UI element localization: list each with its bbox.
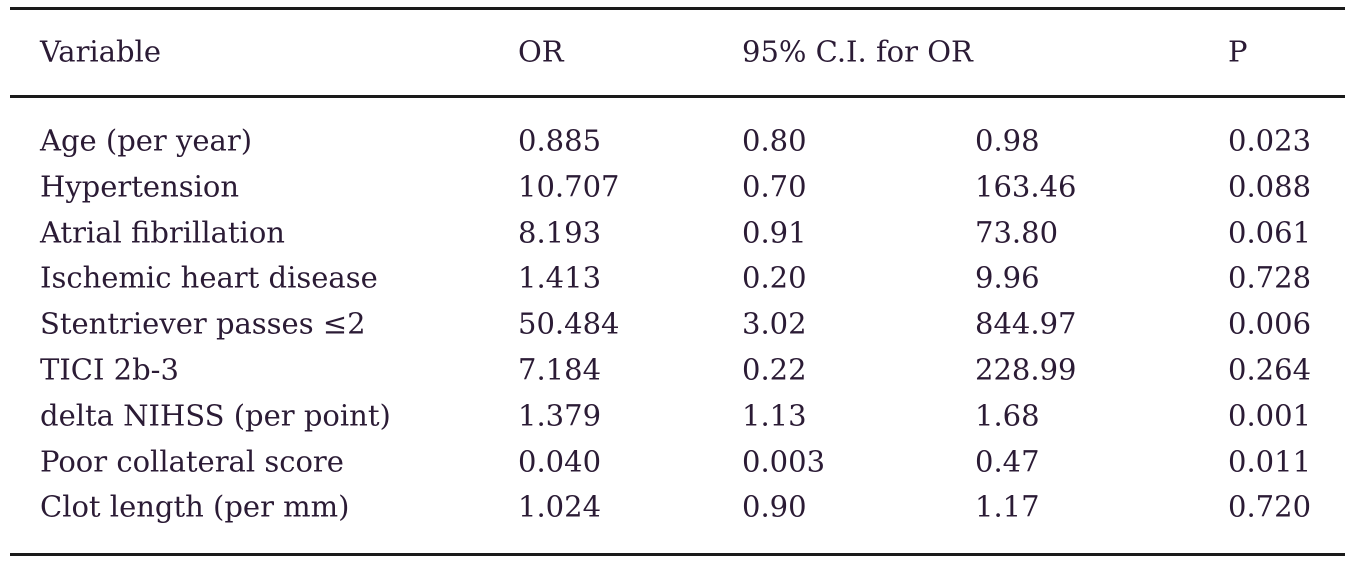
row-cell: 8.193 bbox=[518, 215, 602, 250]
row-label: Atrial fibrillation bbox=[40, 215, 285, 250]
row-cell: 1.68 bbox=[975, 398, 1040, 433]
row-cell: 0.20 bbox=[742, 260, 807, 295]
row-label: delta NIHSS (per point) bbox=[40, 398, 391, 433]
row-cell: 0.91 bbox=[742, 215, 807, 250]
row-cell: 0.006 bbox=[1228, 306, 1312, 341]
row-cell: 0.023 bbox=[1228, 123, 1312, 158]
header-cell: P bbox=[1228, 34, 1248, 69]
row-cell: 0.088 bbox=[1228, 169, 1312, 204]
row-cell: 50.484 bbox=[518, 306, 620, 341]
row-cell: 9.96 bbox=[975, 260, 1040, 295]
bottom-rule bbox=[10, 553, 1345, 556]
row-cell: 73.80 bbox=[975, 215, 1059, 250]
header-cell: Variable bbox=[40, 34, 161, 69]
top-rule bbox=[10, 7, 1345, 10]
row-cell: 3.02 bbox=[742, 306, 807, 341]
row-cell: 1.024 bbox=[518, 489, 602, 524]
row-cell: 0.80 bbox=[742, 123, 807, 158]
row-cell: 0.061 bbox=[1228, 215, 1312, 250]
row-cell: 0.040 bbox=[518, 444, 602, 479]
row-cell: 0.98 bbox=[975, 123, 1040, 158]
row-cell: 0.264 bbox=[1228, 352, 1312, 387]
row-cell: 0.70 bbox=[742, 169, 807, 204]
row-cell: 10.707 bbox=[518, 169, 620, 204]
row-label: Hypertension bbox=[40, 169, 240, 204]
row-label: Age (per year) bbox=[40, 123, 253, 158]
header-cell: 95% C.I. for OR bbox=[742, 34, 973, 69]
row-label: Poor collateral score bbox=[40, 444, 344, 479]
row-cell: 844.97 bbox=[975, 306, 1077, 341]
row-label: Stentriever passes ≤2 bbox=[40, 306, 366, 341]
row-cell: 0.90 bbox=[742, 489, 807, 524]
row-cell: 228.99 bbox=[975, 352, 1077, 387]
row-cell: 0.001 bbox=[1228, 398, 1312, 433]
row-cell: 1.379 bbox=[518, 398, 602, 433]
row-cell: 0.728 bbox=[1228, 260, 1312, 295]
row-cell: 1.413 bbox=[518, 260, 602, 295]
row-cell: 1.13 bbox=[742, 398, 807, 433]
row-cell: 0.003 bbox=[742, 444, 826, 479]
row-label: Ischemic heart disease bbox=[40, 260, 378, 295]
row-cell: 0.011 bbox=[1228, 444, 1312, 479]
row-cell: 7.184 bbox=[518, 352, 602, 387]
header-cell: OR bbox=[518, 34, 564, 69]
row-label: TICI 2b-3 bbox=[40, 352, 179, 387]
row-cell: 0.47 bbox=[975, 444, 1040, 479]
row-cell: 1.17 bbox=[975, 489, 1040, 524]
row-cell: 0.885 bbox=[518, 123, 602, 158]
row-label: Clot length (per mm) bbox=[40, 489, 350, 524]
row-cell: 0.22 bbox=[742, 352, 807, 387]
row-cell: 0.720 bbox=[1228, 489, 1312, 524]
header-rule bbox=[10, 95, 1345, 98]
row-cell: 163.46 bbox=[975, 169, 1077, 204]
